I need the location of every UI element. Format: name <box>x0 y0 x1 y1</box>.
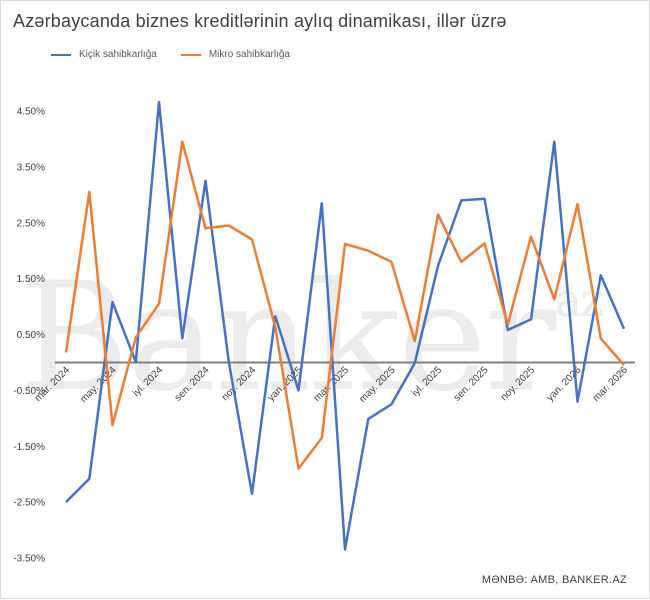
y-tick-label: 2.50% <box>17 218 45 229</box>
y-tick-label: 3.50% <box>17 162 45 173</box>
legend-entry-small-business: Kiçik sahibkarlığa <box>51 49 157 60</box>
x-tick-label: noy. 2025 <box>499 364 538 403</box>
legend-label-small-business: Kiçik sahibkarlığa <box>79 49 157 60</box>
legend-label-micro-business: Mikro sahibkarlığa <box>208 49 290 60</box>
x-tick-label: iyl. 2024 <box>131 364 165 398</box>
x-tick-label: may. 2025 <box>357 364 398 405</box>
x-tick-label: noy. 2024 <box>220 364 259 403</box>
legend-swatch-micro-business <box>180 53 201 56</box>
y-tick-label: -0.50% <box>13 386 45 397</box>
y-tick-label: 1.50% <box>17 274 45 285</box>
x-tick-label: mar. 2024 <box>33 364 73 404</box>
chart-title: Azərbaycanda biznes kreditlərinin aylıq … <box>13 11 507 31</box>
y-tick-label: -3.50% <box>13 554 45 565</box>
legend-entry-micro-business: Mikro sahibkarlığa <box>180 49 290 60</box>
legend-swatch-small-business <box>51 53 71 56</box>
y-tick-label: -2.50% <box>13 498 45 509</box>
source-note: MƏNBƏ: AMB, BANKER.AZ <box>481 574 627 586</box>
x-tick-label: mar. 2026 <box>591 364 631 404</box>
x-tick-label: sen. 2025 <box>452 364 491 403</box>
x-tick-label: sen. 2024 <box>173 364 212 403</box>
series-line-micro-business <box>64 140 625 470</box>
y-tick-label: 4.50% <box>17 107 45 118</box>
legend: Kiçik sahibkarlığa Mikro sahibkarlığa <box>51 49 290 60</box>
x-tick-label: iyl. 2025 <box>410 364 444 398</box>
y-tick-label: 0.50% <box>17 330 45 341</box>
series-line-small-business <box>65 100 626 551</box>
x-tick-label: mar. 2025 <box>312 364 352 404</box>
y-tick-label: -1.50% <box>13 442 45 453</box>
